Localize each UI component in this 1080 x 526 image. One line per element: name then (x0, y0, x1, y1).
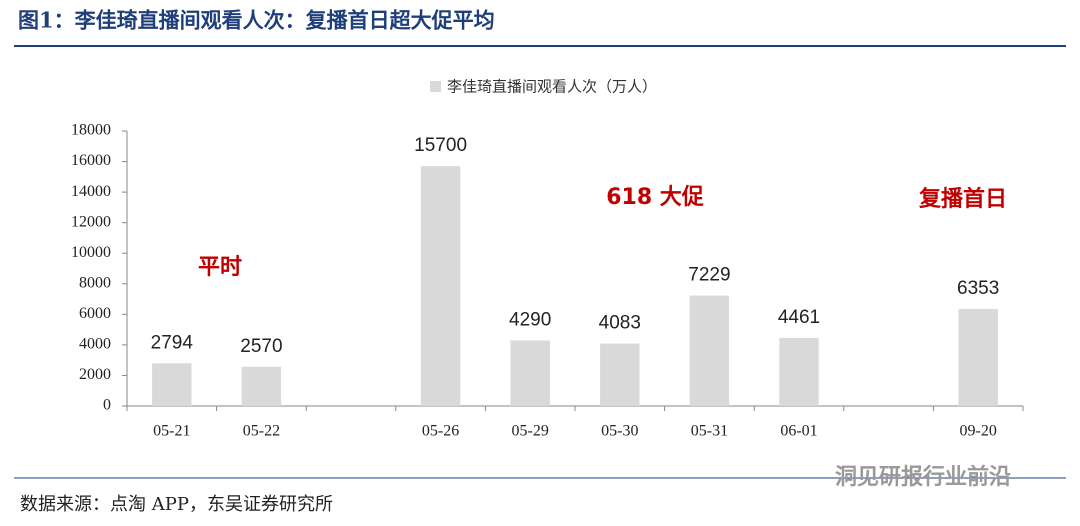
data-label: 4461 (778, 307, 820, 328)
annotation: 复播首日 (918, 186, 1007, 212)
y-tick-label: 16000 (71, 152, 111, 169)
title: 图1：李佳琦直播间观看人次：复播首日超大促平均 (18, 8, 495, 33)
y-tick-label: 8000 (79, 274, 111, 291)
legend-swatch (430, 81, 441, 92)
x-tick-label: 05-31 (691, 423, 728, 440)
y-tick-label: 18000 (71, 122, 111, 139)
bar (510, 340, 550, 406)
x-tick-label: 05-29 (512, 423, 549, 440)
bar (689, 295, 730, 406)
bar (779, 337, 819, 406)
x-tick-label: 09-20 (960, 423, 997, 440)
x-tick-label: 05-21 (153, 423, 190, 440)
bar (152, 363, 192, 406)
data-label: 7229 (688, 265, 730, 286)
watermark: 洞见研报行业前沿 (835, 464, 1011, 490)
data-label: 2570 (240, 336, 282, 357)
data-label: 6353 (957, 278, 999, 299)
bar (420, 166, 461, 406)
y-tick-label: 6000 (79, 305, 111, 322)
data-label: 15700 (414, 135, 467, 156)
data-label: 4290 (509, 309, 551, 330)
bar (958, 308, 998, 406)
y-tick-label: 10000 (71, 244, 111, 261)
annotation: 平时 (198, 255, 242, 280)
y-tick-label: 12000 (71, 213, 111, 230)
bar (241, 366, 282, 406)
x-tick-label: 05-22 (243, 423, 280, 440)
bar (600, 343, 640, 406)
data-label: 2794 (151, 332, 194, 353)
legend-label: 李佳琦直播间观看人次（万人） (447, 78, 657, 96)
x-tick-label: 05-30 (601, 423, 638, 440)
x-tick-label: 05-26 (422, 423, 459, 440)
x-tick-label: 06-01 (780, 423, 817, 440)
y-tick-label: 4000 (79, 336, 111, 353)
data-label: 4083 (599, 313, 641, 334)
annotation: 618 大促 (606, 185, 704, 210)
y-tick-label: 0 (103, 397, 111, 414)
source: 数据来源：点淘 APP，东吴证券研究所 (20, 494, 333, 515)
y-tick-label: 14000 (71, 183, 111, 200)
y-tick-label: 2000 (79, 366, 111, 383)
